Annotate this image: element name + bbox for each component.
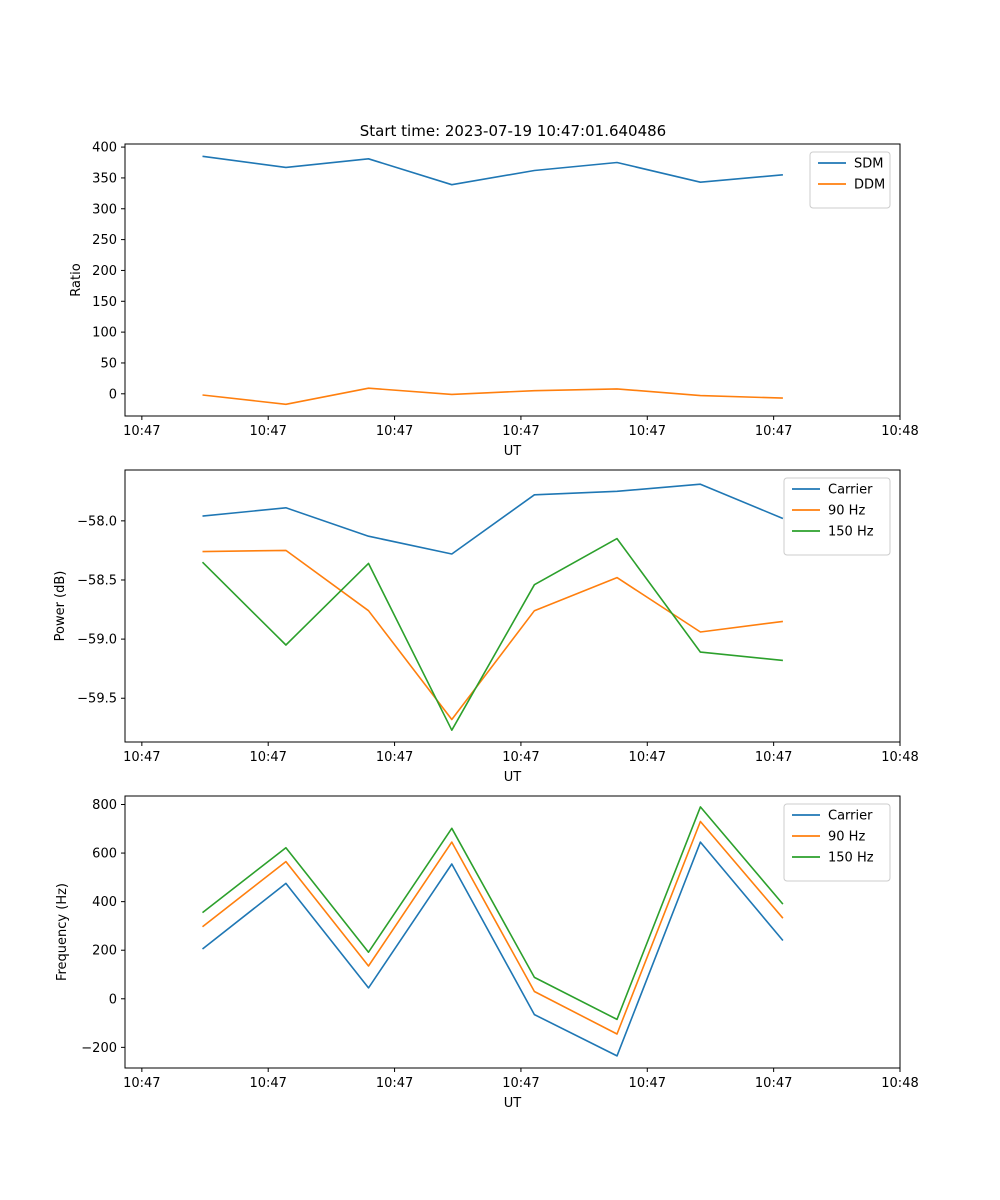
x-tick-label: 10:47	[376, 750, 413, 765]
y-axis-label: Frequency (Hz)	[55, 883, 70, 981]
series-line-1-ddm	[202, 387, 783, 406]
y-tick-label: 200	[92, 944, 117, 959]
y-tick-label: 300	[92, 202, 117, 217]
x-tick-label: 10:47	[502, 1076, 539, 1091]
x-axis-label: UT	[504, 1096, 522, 1111]
legend-entry: 90 Hz	[828, 504, 865, 519]
legend-box	[783, 477, 891, 556]
x-tick-label: 10:48	[881, 424, 918, 439]
x-axis-label: UT	[504, 444, 522, 459]
legend-box	[809, 151, 891, 209]
subplot-ratio: 10:47 10:47 10:47 10:47 10:47 10:47 10:48 0 50 10…	[69, 141, 919, 459]
y-tick-label: 150	[92, 295, 117, 310]
x-tick-label: 10:47	[629, 424, 666, 439]
legend-entry: Carrier	[828, 483, 873, 498]
x-tick-label: 10:48	[881, 750, 918, 765]
x-tick-label: 10:47	[755, 750, 792, 765]
x-tick-label: 10:47	[502, 424, 539, 439]
legend-entry: Carrier	[828, 809, 873, 824]
x-tick-label: 10:47	[249, 1076, 286, 1091]
x-tick-label: 10:47	[755, 424, 792, 439]
x-tick-label: 10:47	[123, 750, 160, 765]
axes-frame	[124, 795, 901, 1069]
legend-entry: 90 Hz	[828, 830, 865, 845]
y-tick-label: 600	[92, 847, 117, 862]
y-tick-label: −58.0	[77, 514, 117, 529]
y-tick-label: −58.5	[77, 573, 117, 588]
series-line-1-90-hz	[202, 820, 784, 1035]
x-tick-label: 10:47	[755, 1076, 792, 1091]
y-tick-label: −59.5	[77, 692, 117, 707]
x-tick-label: 10:47	[502, 750, 539, 765]
x-tick-label: 10:48	[881, 1076, 918, 1091]
legend-entry: SDM	[854, 157, 883, 172]
x-tick-label: 10:47	[629, 1076, 666, 1091]
y-tick-label: 250	[92, 233, 117, 248]
y-tick-label: 50	[100, 356, 117, 371]
y-tick-label: 800	[92, 798, 117, 813]
y-tick-label: 400	[92, 141, 117, 156]
legend-entry: DDM	[854, 178, 885, 193]
series-line-0-carrier	[202, 483, 784, 555]
series-line-1-90-hz	[202, 549, 784, 721]
y-tick-label: −59.0	[77, 633, 117, 648]
y-tick-label: 0	[109, 387, 117, 402]
subplot-power: 10:47 10:47 10:47 10:47 10:47 10:47 10:48 −59.5…	[53, 469, 919, 785]
x-tick-label: 10:47	[376, 424, 413, 439]
y-tick-label: 200	[92, 264, 117, 279]
y-tick-label: 400	[92, 895, 117, 910]
y-axis-label: Ratio	[69, 263, 84, 296]
x-axis-label: UT	[504, 770, 522, 785]
x-tick-label: 10:47	[123, 424, 160, 439]
series-line-0-carrier	[202, 841, 784, 1057]
y-tick-label: 100	[92, 326, 117, 341]
x-tick-label: 10:47	[376, 1076, 413, 1091]
y-tick-label: 350	[92, 171, 117, 186]
axes-frame	[124, 469, 901, 743]
axes-frame	[124, 143, 901, 417]
y-tick-label: 0	[109, 992, 117, 1007]
x-tick-label: 10:47	[123, 1076, 160, 1091]
x-tick-label: 10:47	[249, 750, 286, 765]
series-line-2-150-hz	[201, 537, 783, 732]
series-line-2-150-hz	[202, 806, 784, 1021]
series-line-0-sdm	[202, 155, 783, 186]
x-tick-label: 10:47	[249, 424, 286, 439]
figure-title: Start time: 2023-07-19 10:47:01.640486	[360, 122, 666, 140]
legend-entry: 150 Hz	[828, 525, 874, 540]
x-tick-label: 10:47	[629, 750, 666, 765]
y-tick-label: −200	[81, 1041, 117, 1056]
y-axis-label: Power (dB)	[53, 571, 68, 642]
legend-box	[783, 803, 891, 882]
subplot-frequency: 10:47 10:47 10:47 10:47 10:47 10:47 10:48 −200 0…	[55, 795, 919, 1111]
legend-entry: 150 Hz	[828, 851, 874, 866]
